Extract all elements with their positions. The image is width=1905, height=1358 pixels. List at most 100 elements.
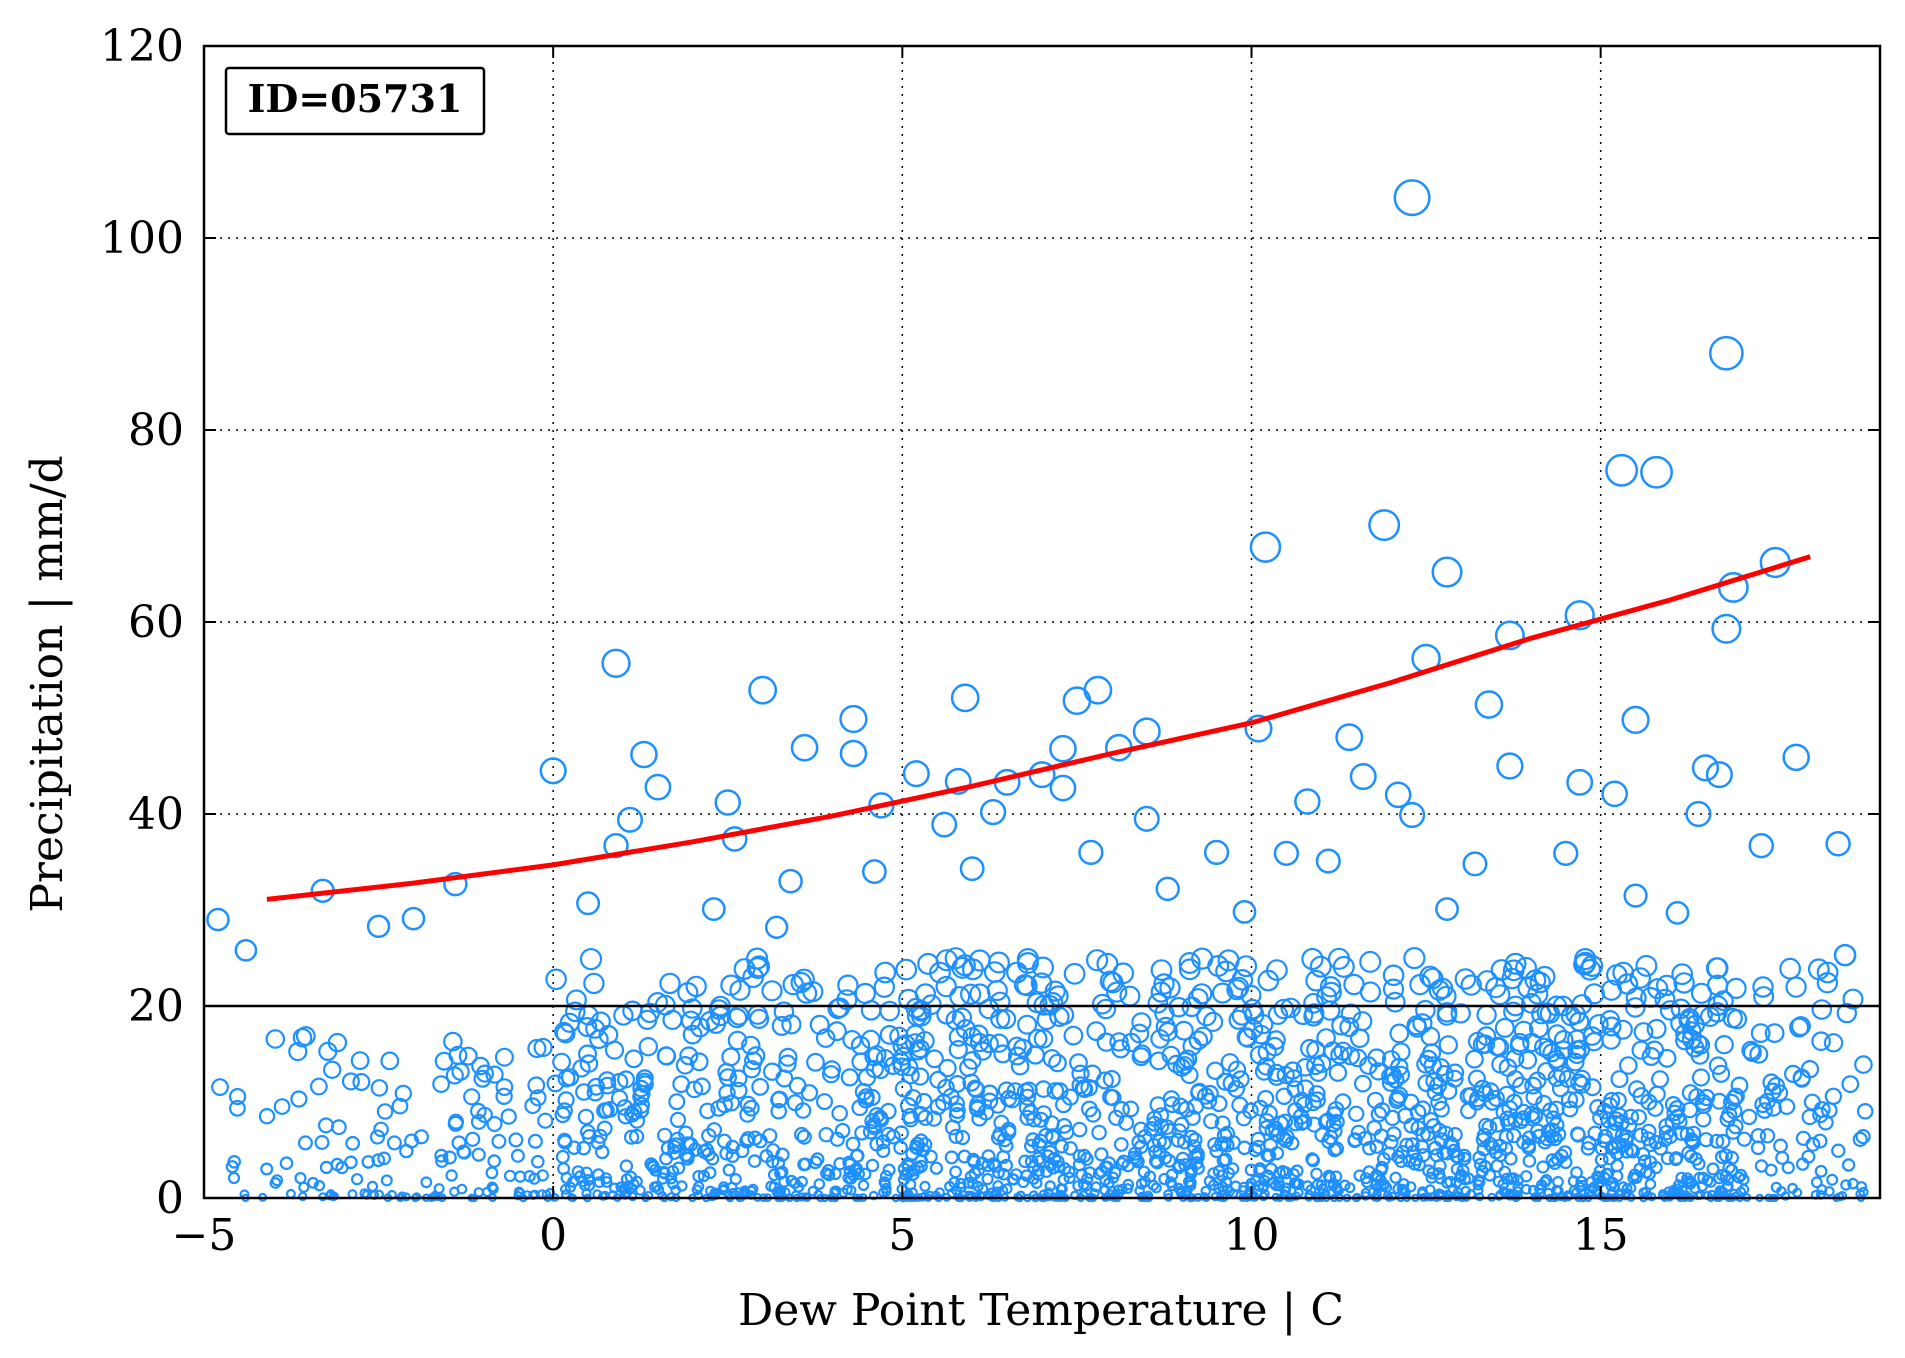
data-point xyxy=(893,1140,908,1155)
data-point xyxy=(1044,1180,1056,1192)
data-point xyxy=(1635,954,1658,977)
data-point xyxy=(705,1151,720,1166)
data-point xyxy=(1548,1156,1562,1170)
data-point xyxy=(1319,1000,1341,1021)
data-point xyxy=(1312,1054,1332,1073)
data-point xyxy=(1063,1171,1076,1185)
data-point xyxy=(703,1166,717,1180)
data-point xyxy=(1414,1100,1432,1118)
data-point xyxy=(1007,1036,1027,1057)
data-point xyxy=(1689,1183,1701,1195)
data-point xyxy=(1633,1162,1647,1176)
data-point xyxy=(345,1135,361,1151)
data-point xyxy=(778,868,803,894)
data-point xyxy=(1618,1132,1634,1148)
data-point xyxy=(1635,1146,1651,1162)
data-point xyxy=(1604,1140,1620,1156)
data-point xyxy=(448,1045,468,1065)
data-point xyxy=(739,1095,757,1113)
data-point xyxy=(770,1102,787,1120)
data-point xyxy=(829,1167,842,1181)
data-point xyxy=(1172,1158,1187,1173)
data-point xyxy=(1244,1163,1258,1177)
data-point xyxy=(659,972,681,995)
data-point xyxy=(529,1089,547,1107)
data-point xyxy=(1382,1191,1393,1201)
data-point xyxy=(1323,1129,1339,1146)
data-point xyxy=(1384,991,1406,1013)
data-point xyxy=(1079,1152,1094,1166)
data-point xyxy=(1750,1127,1767,1144)
data-point xyxy=(619,1159,634,1173)
data-point xyxy=(1431,1058,1451,1077)
data-point xyxy=(1153,973,1175,995)
y-tick-label: 100 xyxy=(100,213,184,264)
data-point xyxy=(615,1181,627,1193)
data-point xyxy=(1027,1160,1041,1174)
data-point xyxy=(1290,1164,1304,1178)
data-point xyxy=(1714,1034,1734,1055)
data-point xyxy=(1855,1128,1871,1145)
data-point xyxy=(1210,1095,1228,1113)
data-point xyxy=(1750,1140,1766,1156)
data-point xyxy=(1184,1176,1197,1189)
data-point xyxy=(1258,1119,1275,1136)
data-point xyxy=(1525,1088,1543,1106)
data-point xyxy=(1647,978,1669,1000)
data-point xyxy=(1606,964,1628,986)
data-point xyxy=(1288,1177,1301,1189)
data-point xyxy=(833,1156,847,1171)
data-point xyxy=(1785,976,1807,998)
data-point xyxy=(957,1149,972,1164)
data-point xyxy=(290,1090,308,1108)
fit-curve xyxy=(266,554,1811,902)
data-point xyxy=(931,811,958,838)
data-point xyxy=(1156,1135,1172,1151)
data-point xyxy=(1339,1179,1351,1191)
data-point xyxy=(1391,1065,1411,1084)
data-point xyxy=(623,1106,641,1123)
data-point xyxy=(721,1047,741,1067)
data-point xyxy=(637,1009,658,1031)
data-point xyxy=(1264,1162,1278,1176)
data-point xyxy=(1810,1176,1823,1189)
data-point xyxy=(810,1152,825,1167)
data-point xyxy=(1623,883,1648,908)
data-point xyxy=(585,1018,606,1039)
data-point xyxy=(747,1183,759,1195)
data-point xyxy=(790,971,812,994)
data-point xyxy=(413,1129,429,1145)
data-point xyxy=(990,1008,1011,1030)
data-point xyxy=(644,773,672,801)
data-point xyxy=(955,1018,976,1039)
data-point xyxy=(1224,1186,1235,1197)
data-point xyxy=(885,1129,901,1145)
data-point xyxy=(1658,1118,1675,1134)
data-point xyxy=(881,1186,892,1197)
data-point xyxy=(1200,1185,1211,1197)
data-point xyxy=(1347,1132,1363,1148)
data-point xyxy=(1332,955,1355,978)
data-point xyxy=(1685,1125,1702,1142)
data-point xyxy=(727,1030,748,1051)
data-point xyxy=(1805,1136,1821,1152)
data-point xyxy=(831,1105,848,1122)
data-point xyxy=(1369,1139,1385,1154)
data-point xyxy=(948,1128,964,1145)
data-point xyxy=(1588,1014,1609,1035)
x-axis-label: Dew Point Temperature | C xyxy=(738,1285,1344,1336)
data-point xyxy=(527,1038,547,1059)
data-point xyxy=(485,1166,499,1180)
data-point xyxy=(1628,1080,1646,1098)
y-axis-label: Precipitation | mm/d xyxy=(22,455,73,912)
data-point xyxy=(1610,1158,1624,1173)
data-point xyxy=(1565,1052,1585,1072)
data-point xyxy=(1633,1022,1654,1042)
data-point xyxy=(962,1050,982,1070)
data-point xyxy=(566,1140,582,1155)
data-point xyxy=(445,1169,458,1182)
data-point xyxy=(1173,1116,1190,1133)
data-point xyxy=(1148,1154,1163,1168)
data-point xyxy=(864,1047,884,1067)
data-point xyxy=(1046,1161,1060,1175)
